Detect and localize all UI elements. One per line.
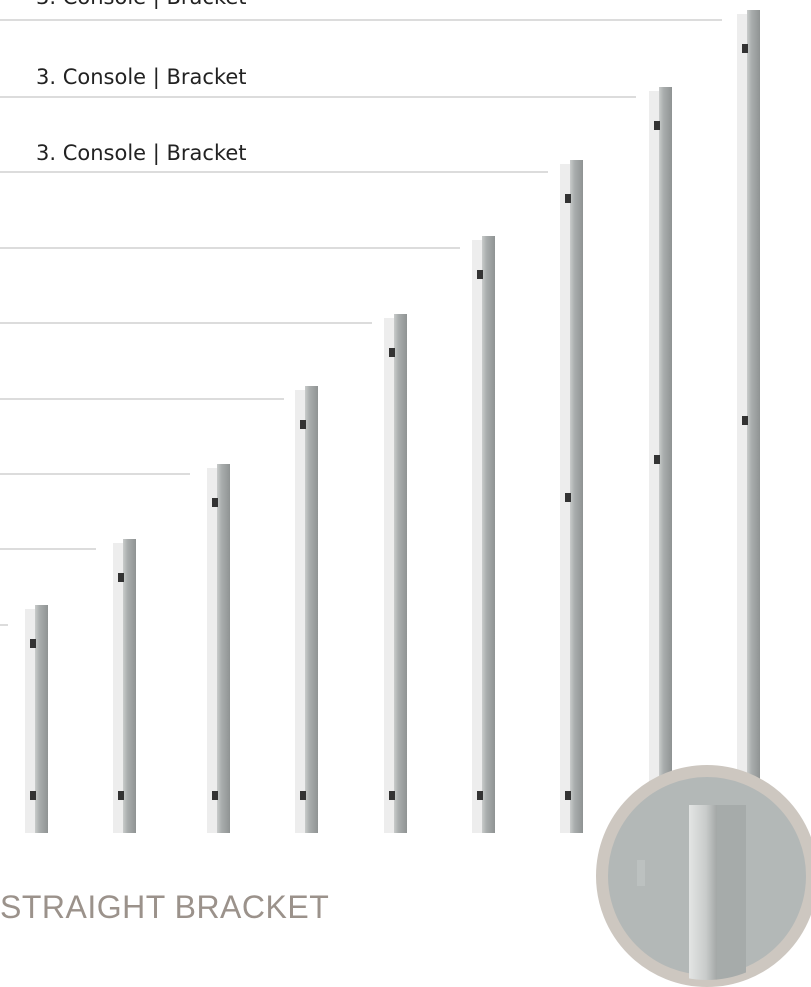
product-label: 3. Console | Bracket [36,141,247,166]
bracket [389,348,395,357]
bar-shadow [384,318,394,833]
bracket [565,493,571,502]
rail-group [0,10,760,833]
product-label: 3. Console | Bracket [36,65,247,90]
bar-shadow [25,609,35,833]
zoom-detail-mark [637,860,645,886]
bar-shadow [472,240,482,833]
bracket [654,455,660,464]
bracket [300,420,306,429]
product-label: 3. Console | Bracket [36,0,247,10]
bracket [477,791,483,800]
bar [123,539,136,833]
bar [217,464,230,833]
bracket [212,791,218,800]
bar-shadow [113,543,123,833]
bracket [654,121,660,130]
bracket [30,791,36,800]
bracket [477,270,483,279]
bar [570,160,583,833]
bar [659,87,672,833]
bracket [118,573,124,582]
bracket [565,791,571,800]
bar [394,314,407,833]
bracket [118,791,124,800]
bar [482,236,495,833]
bracket [389,791,395,800]
bracket [742,416,748,425]
bar [747,10,760,833]
bracket [300,791,306,800]
bracket [565,194,571,203]
zoom-shadow [716,805,746,980]
bar [35,605,48,833]
zoom-bar [689,805,717,980]
zoom-detail [596,765,811,987]
bracket [742,44,748,53]
bar [305,386,318,833]
bracket [212,498,218,507]
bracket [30,639,36,648]
bar-shadow [295,390,305,833]
bar-shadow [207,468,217,833]
caption: STRAIGHT BRACKET [0,889,329,925]
